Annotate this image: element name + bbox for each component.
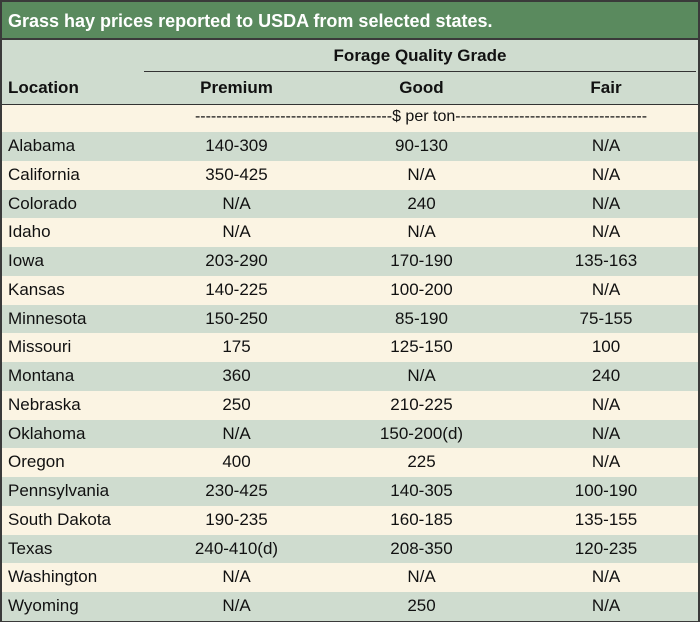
table-row: Oregon 400 225 N/A (2, 448, 698, 477)
location-cell: Oregon (8, 452, 65, 472)
fair-price-cell: N/A (591, 193, 621, 213)
table-row: Colorado N/A 240 N/A (2, 189, 698, 219)
table-row: Oklahoma N/A 150-200(d) N/A (2, 419, 698, 449)
premium-price-cell: 400 (222, 452, 251, 472)
premium-price-cell: N/A (222, 596, 251, 615)
table-row: Pennsylvania 230-425 140-305 100-190 (2, 477, 698, 506)
premium-price-cell: 240-410(d) (194, 538, 279, 558)
location-cell: Texas (8, 538, 53, 558)
table-title: Grass hay prices reported to USDA from s… (2, 2, 698, 40)
table-row: Nebraska 250 210-225 N/A (2, 390, 698, 420)
table-row: Texas 240-410(d) 208-350 120-235 (2, 534, 698, 564)
fair-price-cell: 120-235 (574, 538, 638, 558)
fair-price-cell: 135-155 (574, 509, 638, 529)
good-price-cell: 210-225 (390, 394, 453, 414)
good-price-cell: 85-190 (395, 308, 448, 328)
group-header-underline (144, 71, 696, 72)
table-header: Forage Quality Grade Location Premium Go… (2, 42, 698, 104)
premium-price-cell: 230-425 (205, 481, 268, 500)
table-row: California 350-425 N/A N/A (2, 160, 698, 190)
premium-price-cell: 250 (222, 394, 251, 414)
fair-price-cell: 75-155 (579, 308, 633, 328)
units-row: -------------------------------------$ p… (2, 104, 698, 132)
good-price-cell: N/A (407, 366, 436, 385)
table-row: South Dakota 190-235 160-185 135-155 (2, 505, 698, 535)
premium-price-cell: 150-250 (205, 308, 268, 328)
location-cell: Montana (8, 366, 75, 385)
good-price-cell: 140-305 (390, 481, 453, 500)
fair-price-cell: N/A (591, 452, 621, 472)
location-cell: Colorado (8, 193, 77, 213)
fair-price-cell: N/A (591, 567, 621, 587)
fair-price-cell: 135-163 (574, 251, 638, 270)
units-label: -------------------------------------$ p… (194, 108, 648, 125)
premium-price-cell: N/A (222, 423, 251, 443)
good-price-cell: 150-200(d) (379, 423, 464, 443)
good-price-cell: 250 (407, 596, 436, 615)
good-price-cell: 160-185 (390, 509, 453, 529)
premium-price-cell: 350-425 (205, 164, 268, 184)
good-price-cell: N/A (407, 567, 436, 587)
group-header-forage-quality-grade: Forage Quality Grade (333, 46, 507, 65)
table-row: Iowa 203-290 170-190 135-163 (2, 247, 698, 276)
good-price-cell: 90-130 (395, 136, 448, 155)
table-row: Missouri 175 125-150 100 (2, 333, 698, 362)
good-price-cell: 240 (407, 193, 436, 213)
premium-price-cell: N/A (222, 193, 251, 213)
location-cell: Alabama (8, 136, 76, 155)
column-header-premium: Premium (200, 78, 273, 97)
location-cell: Washington (8, 567, 98, 587)
fair-price-cell: N/A (591, 279, 621, 299)
premium-price-cell: 190-235 (205, 509, 268, 529)
location-cell: Minnesota (8, 308, 87, 328)
good-price-cell: 125-150 (390, 337, 453, 357)
fair-price-cell: N/A (591, 136, 621, 155)
fair-price-cell: N/A (591, 423, 621, 443)
column-header-location: Location (8, 78, 79, 97)
premium-price-cell: N/A (222, 567, 251, 587)
good-price-cell: 225 (407, 452, 436, 472)
location-cell: South Dakota (8, 509, 112, 529)
location-cell: Iowa (8, 251, 44, 270)
fair-price-cell: N/A (591, 164, 621, 184)
fair-price-cell: N/A (591, 222, 621, 242)
premium-price-cell: 360 (222, 366, 251, 385)
fair-price-cell: N/A (591, 394, 621, 414)
column-header-good: Good (399, 78, 444, 97)
premium-price-cell: N/A (222, 222, 251, 242)
fair-price-cell: 240 (591, 366, 621, 385)
location-cell: Pennsylvania (8, 481, 110, 500)
table-row: Wyoming N/A 250 N/A (2, 592, 698, 621)
table-body: Alabama 140-309 90-130 N/A California 350-425… (2, 132, 698, 621)
good-price-cell: N/A (407, 164, 436, 184)
good-price-cell: 208-350 (390, 538, 453, 558)
location-cell: Missouri (8, 337, 72, 357)
premium-price-cell: 140-309 (205, 136, 268, 155)
table-row: Montana 360 N/A 240 (2, 362, 698, 391)
fair-price-cell: 100 (591, 337, 621, 357)
fair-price-cell: 100-190 (574, 481, 638, 500)
table-row: Alabama 140-309 90-130 N/A (2, 132, 698, 161)
location-cell: California (8, 164, 80, 184)
column-header-fair: Fair (590, 78, 622, 97)
table-row: Washington N/A N/A N/A (2, 563, 698, 592)
location-cell: Wyoming (8, 596, 79, 615)
good-price-cell: 100-200 (390, 279, 453, 299)
location-cell: Oklahoma (8, 423, 86, 443)
location-cell: Nebraska (8, 394, 81, 414)
premium-price-cell: 140-225 (205, 279, 268, 299)
premium-price-cell: 203-290 (205, 251, 268, 270)
fair-price-cell: N/A (591, 596, 621, 615)
table-row: Kansas 140-225 100-200 N/A (2, 275, 698, 305)
good-price-cell: N/A (407, 222, 436, 242)
location-cell: Kansas (8, 279, 65, 299)
good-price-cell: 170-190 (390, 251, 453, 270)
table-row: Minnesota 150-250 85-190 75-155 (2, 304, 698, 334)
location-cell: Idaho (8, 222, 51, 242)
table-row: Idaho N/A N/A N/A (2, 218, 698, 247)
premium-price-cell: 175 (222, 337, 251, 357)
